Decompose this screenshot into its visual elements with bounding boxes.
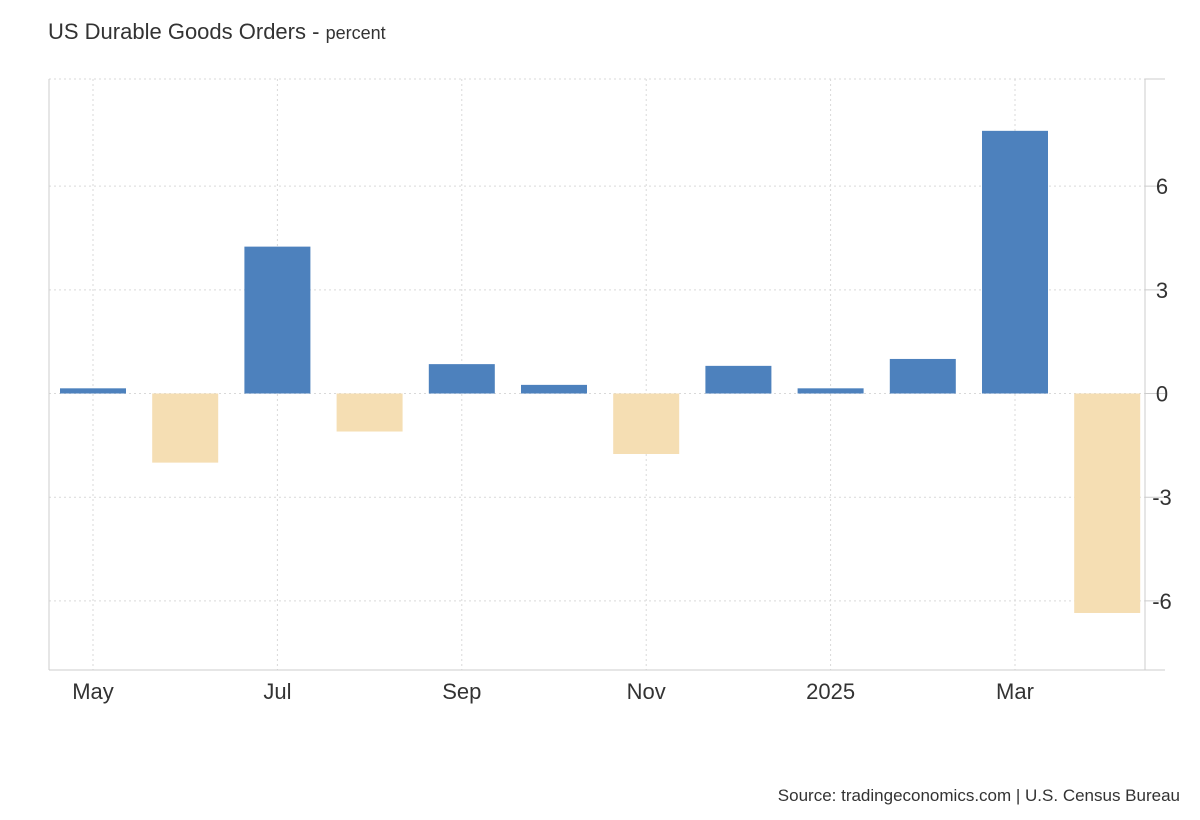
y-tick-label: 0 [1156,382,1168,407]
y-tick-label: 6 [1156,174,1168,199]
x-tick-label: Jul [263,679,291,704]
bar-aug-2024 [336,393,403,432]
chart-title-text: US Durable Goods Orders [48,19,306,44]
y-tick-label: -6 [1152,589,1172,614]
x-tick-label: Sep [442,679,481,704]
bar-dec-2024 [705,365,772,394]
bar-sep-2024 [428,364,495,394]
bar-chart: -6 -3 0 3 6 May Jul Sep Nov 2025 Mar [48,78,1172,704]
chart-title: US Durable Goods Orders - percent [48,19,386,44]
bar-oct-2024 [521,384,587,394]
x-tick-label: 2025 [806,679,855,704]
axes [48,78,1165,671]
y-tick-label: -3 [1152,485,1172,510]
bar-nov-2024 [613,393,680,454]
bar-jul-2024 [244,246,311,394]
chart-subtitle: percent [325,23,386,43]
bar-may-2024 [60,388,126,394]
bar-feb-2025 [889,358,956,394]
x-tick-label: Mar [996,679,1034,704]
x-tick-label: Nov [627,679,666,704]
bars [60,130,1141,613]
x-tick-label: May [72,679,114,704]
bar-jun-2024 [152,393,219,463]
bar-mar-2025 [982,130,1048,394]
tick-labels: -6 -3 0 3 6 May Jul Sep Nov 2025 Mar [72,174,1172,704]
grid-lines [49,78,1145,670]
y-tick-label: 3 [1156,278,1168,303]
bar-apr-2025 [1074,393,1141,613]
source-attribution: Source: tradingeconomics.com | U.S. Cens… [777,786,1180,805]
bar-jan-2025 [797,388,864,394]
